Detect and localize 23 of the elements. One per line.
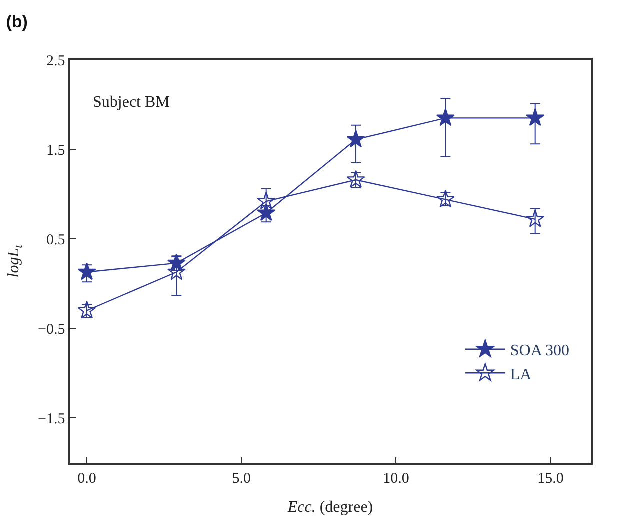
y-tick-label: −0.5 — [38, 322, 66, 338]
point — [436, 190, 455, 208]
point — [346, 170, 366, 188]
y-tick-label: 1.5 — [46, 142, 66, 159]
y-tick-label: 0.5 — [46, 232, 66, 248]
legend-label: SOA 300 — [510, 342, 570, 360]
y-tick-label: −1.5 — [38, 411, 66, 428]
point — [346, 130, 366, 148]
point — [78, 301, 96, 319]
x-tick-label: 5.0 — [232, 470, 251, 487]
x-tick-label: 15.0 — [538, 470, 564, 487]
point — [526, 108, 545, 126]
point — [78, 262, 96, 280]
x-tick-label: 10.0 — [383, 470, 410, 487]
annotation: Subject BM — [93, 94, 170, 111]
point — [526, 210, 545, 228]
chart-title: (b) — [6, 12, 28, 32]
legend-label: LA — [510, 366, 532, 384]
x-axis-title: Ecc. (degree) — [286, 498, 374, 516]
x-tick-label: 0.0 — [78, 470, 96, 487]
y-tick-label: 2.5 — [46, 53, 66, 70]
point — [436, 108, 455, 126]
point — [257, 192, 276, 210]
